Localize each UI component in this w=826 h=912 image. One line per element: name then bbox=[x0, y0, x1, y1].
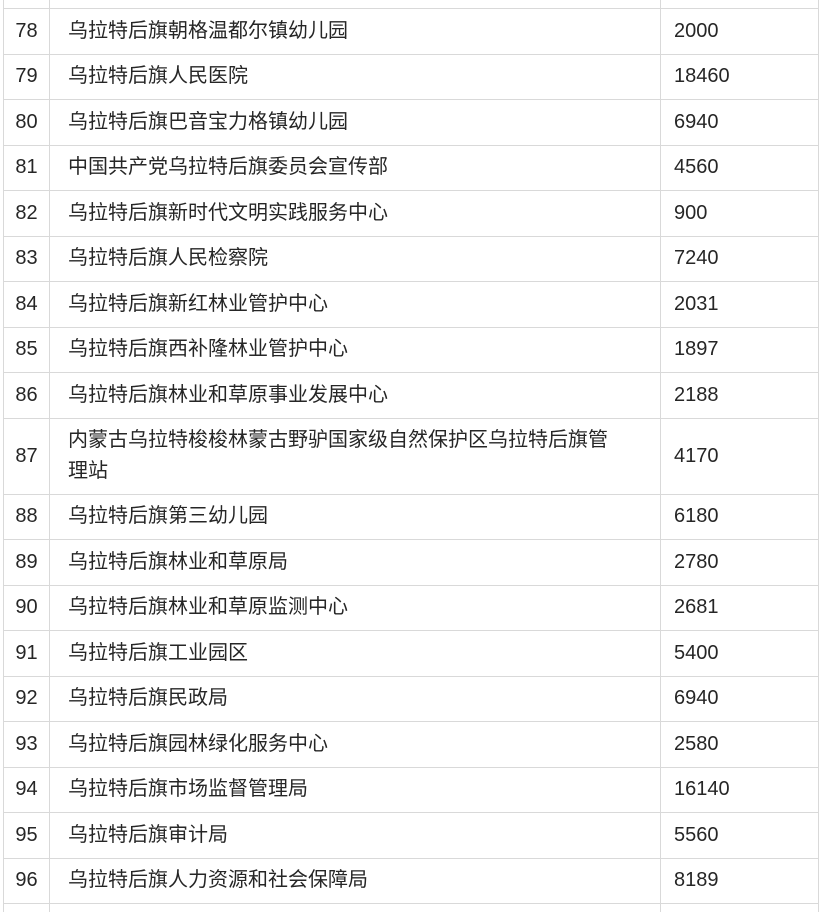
org-name-cell: 乌拉特后旗审计局 bbox=[50, 813, 661, 858]
org-name-cell: 内蒙古乌拉特梭梭林蒙古野驴国家级自然保护区乌拉特后旗管理站 bbox=[50, 418, 661, 494]
org-name-cell: 乌拉特后旗林业和草原事业发展中心 bbox=[50, 373, 661, 418]
row-number-cell bbox=[4, 0, 50, 8]
table-row: 96 乌拉特后旗人力资源和社会保障局 8189 bbox=[4, 858, 819, 904]
org-name-cell: 乌拉特后旗工业园区 bbox=[50, 631, 661, 676]
amount-cell: 5560 bbox=[661, 813, 819, 858]
row-number-cell: 78 bbox=[4, 9, 50, 54]
org-name-cell: 乌拉特后旗第三幼儿园 bbox=[50, 494, 661, 539]
org-name-cell: 中国共产党乌拉特后旗委员会宣传部 bbox=[50, 145, 661, 190]
amount-cell bbox=[661, 0, 819, 8]
org-name-cell: 乌拉特后旗园林绿化服务中心 bbox=[50, 722, 661, 767]
row-number-cell: 92 bbox=[4, 676, 50, 721]
table-row: 95 乌拉特后旗审计局 5560 bbox=[4, 813, 819, 859]
table-row: 91 乌拉特后旗工业园区 5400 bbox=[4, 631, 819, 677]
table-row: 92 乌拉特后旗民政局 6940 bbox=[4, 676, 819, 722]
row-number-cell: 79 bbox=[4, 54, 50, 99]
amount-cell: 6940 bbox=[661, 100, 819, 145]
org-name-cell: 乌拉特后旗人力资源和社会保障局 bbox=[50, 858, 661, 903]
row-number-cell: 82 bbox=[4, 191, 50, 236]
row-number-cell: 85 bbox=[4, 327, 50, 372]
amount-cell: 2580 bbox=[661, 722, 819, 767]
table-row: 83 乌拉特后旗人民检察院 7240 bbox=[4, 236, 819, 282]
row-number-cell: 87 bbox=[4, 418, 50, 494]
row-number-cell bbox=[4, 904, 50, 912]
table-row: 89 乌拉特后旗林业和草原局 2780 bbox=[4, 540, 819, 586]
amount-cell: 5400 bbox=[661, 631, 819, 676]
amount-cell: 4560 bbox=[661, 145, 819, 190]
org-name-cell: 乌拉特后旗林业和草原局 bbox=[50, 540, 661, 585]
row-number-cell: 80 bbox=[4, 100, 50, 145]
table-row: 78 乌拉特后旗朝格温都尔镇幼儿园 2000 bbox=[4, 9, 819, 55]
amount-cell: 2031 bbox=[661, 282, 819, 327]
table-row: 85 乌拉特后旗西补隆林业管护中心 1897 bbox=[4, 327, 819, 373]
row-number-cell: 86 bbox=[4, 373, 50, 418]
row-number-cell: 81 bbox=[4, 145, 50, 190]
table-row: 87 内蒙古乌拉特梭梭林蒙古野驴国家级自然保护区乌拉特后旗管理站 4170 bbox=[4, 418, 819, 495]
org-name-cell: 乌拉特后旗林业和草原监测中心 bbox=[50, 585, 661, 630]
row-number-cell: 96 bbox=[4, 858, 50, 903]
org-name-cell: 乌拉特后旗人民医院 bbox=[50, 54, 661, 99]
amount-cell: 1897 bbox=[661, 327, 819, 372]
row-number-cell: 88 bbox=[4, 494, 50, 539]
table-row: 81 中国共产党乌拉特后旗委员会宣传部 4560 bbox=[4, 145, 819, 191]
budget-table: 78 乌拉特后旗朝格温都尔镇幼儿园 2000 79 乌拉特后旗人民医院 1846… bbox=[3, 0, 819, 912]
partial-row-bottom bbox=[4, 904, 819, 912]
org-name-cell: 乌拉特后旗西补隆林业管护中心 bbox=[50, 327, 661, 372]
amount-cell: 2188 bbox=[661, 373, 819, 418]
amount-cell: 18460 bbox=[661, 54, 819, 99]
amount-cell: 900 bbox=[661, 191, 819, 236]
table-row: 93 乌拉特后旗园林绿化服务中心 2580 bbox=[4, 722, 819, 768]
amount-cell: 6180 bbox=[661, 494, 819, 539]
table-row: 82 乌拉特后旗新时代文明实践服务中心 900 bbox=[4, 191, 819, 237]
amount-cell: 16140 bbox=[661, 767, 819, 812]
amount-cell: 2681 bbox=[661, 585, 819, 630]
org-name-cell: 乌拉特后旗新红林业管护中心 bbox=[50, 282, 661, 327]
amount-cell: 2000 bbox=[661, 9, 819, 54]
amount-cell: 4170 bbox=[661, 418, 819, 494]
org-name-cell: 乌拉特后旗民政局 bbox=[50, 676, 661, 721]
table-row: 88 乌拉特后旗第三幼儿园 6180 bbox=[4, 494, 819, 540]
table-row: 86 乌拉特后旗林业和草原事业发展中心 2188 bbox=[4, 373, 819, 419]
table-row: 79 乌拉特后旗人民医院 18460 bbox=[4, 54, 819, 100]
amount-cell: 6940 bbox=[661, 676, 819, 721]
row-number-cell: 95 bbox=[4, 813, 50, 858]
row-number-cell: 90 bbox=[4, 585, 50, 630]
org-name-cell: 乌拉特后旗朝格温都尔镇幼儿园 bbox=[50, 9, 661, 54]
row-number-cell: 94 bbox=[4, 767, 50, 812]
table-row: 94 乌拉特后旗市场监督管理局 16140 bbox=[4, 767, 819, 813]
table-row: 80 乌拉特后旗巴音宝力格镇幼儿园 6940 bbox=[4, 100, 819, 146]
table-row: 84 乌拉特后旗新红林业管护中心 2031 bbox=[4, 282, 819, 328]
org-name-cell bbox=[50, 0, 661, 8]
row-number-cell: 83 bbox=[4, 236, 50, 281]
table-row: 90 乌拉特后旗林业和草原监测中心 2681 bbox=[4, 585, 819, 631]
amount-cell: 8189 bbox=[661, 858, 819, 903]
amount-cell bbox=[661, 904, 819, 912]
amount-cell: 2780 bbox=[661, 540, 819, 585]
org-name-cell: 乌拉特后旗市场监督管理局 bbox=[50, 767, 661, 812]
org-name-cell: 乌拉特后旗人民检察院 bbox=[50, 236, 661, 281]
row-number-cell: 89 bbox=[4, 540, 50, 585]
org-name-cell: 乌拉特后旗巴音宝力格镇幼儿园 bbox=[50, 100, 661, 145]
row-number-cell: 84 bbox=[4, 282, 50, 327]
amount-cell: 7240 bbox=[661, 236, 819, 281]
row-number-cell: 93 bbox=[4, 722, 50, 767]
org-name-cell bbox=[50, 904, 661, 912]
table-body: 78 乌拉特后旗朝格温都尔镇幼儿园 2000 79 乌拉特后旗人民医院 1846… bbox=[4, 9, 819, 904]
row-number-cell: 91 bbox=[4, 631, 50, 676]
org-name-cell: 乌拉特后旗新时代文明实践服务中心 bbox=[50, 191, 661, 236]
partial-row-top bbox=[4, 0, 819, 9]
